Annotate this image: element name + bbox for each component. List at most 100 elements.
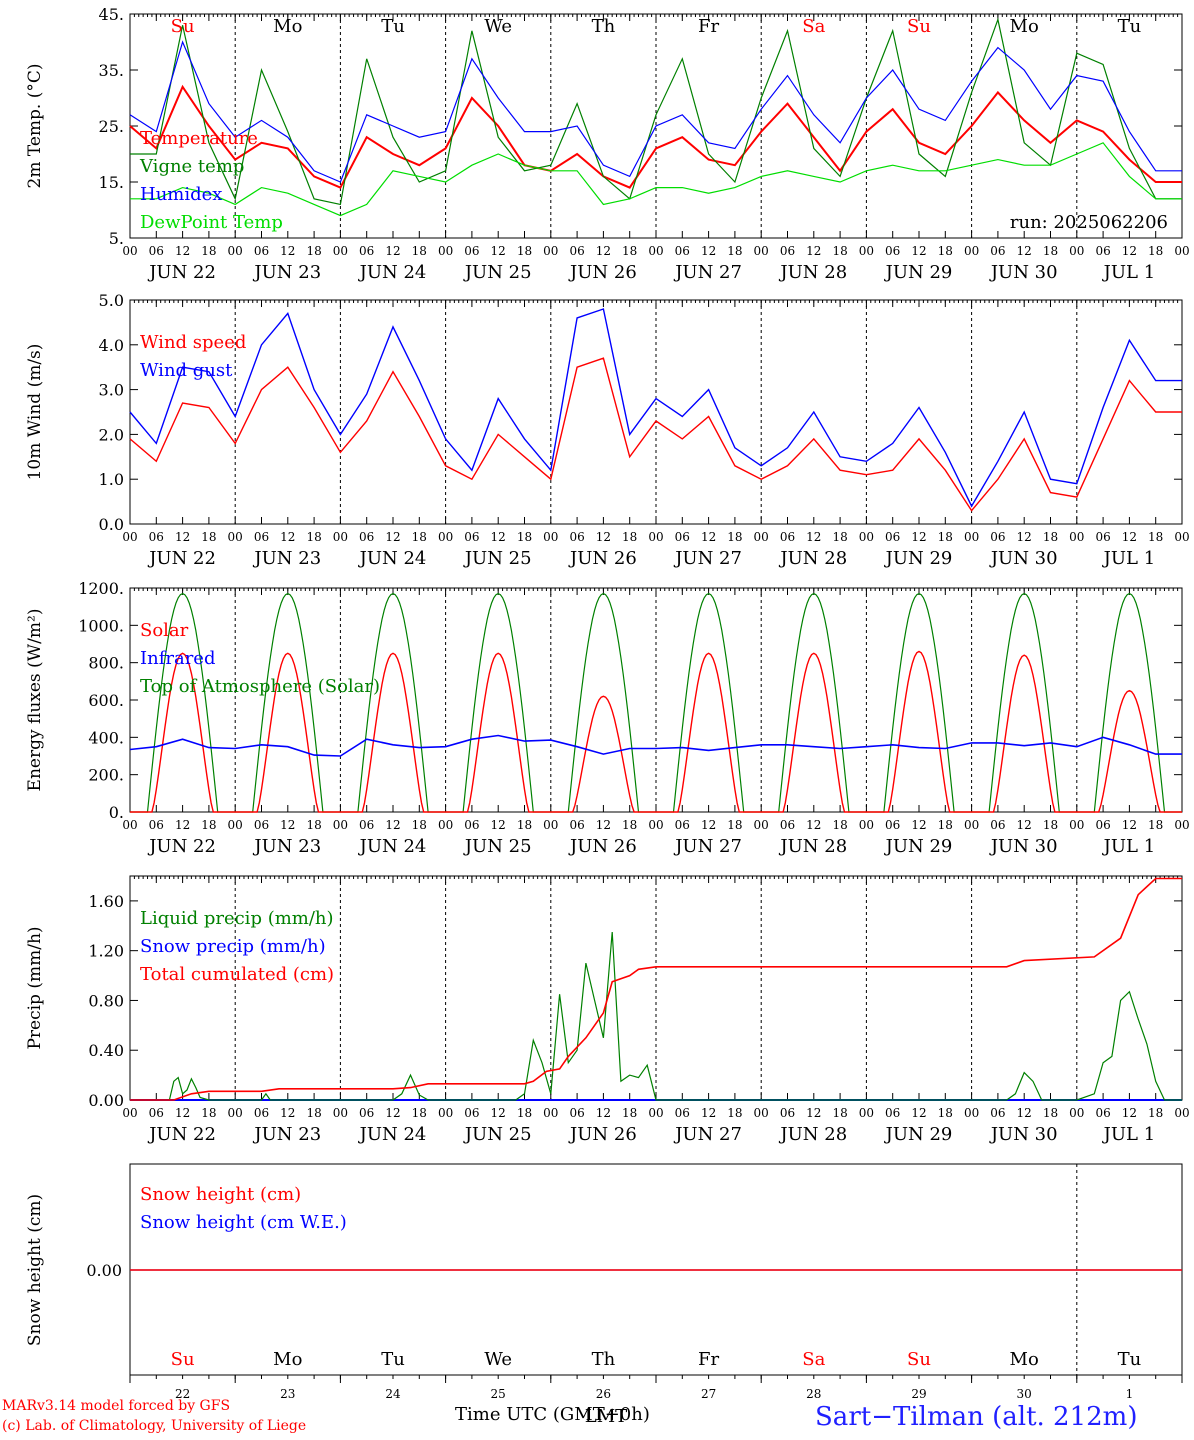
hour-tick-label: 18 [727,244,742,258]
hour-tick-label: 06 [885,818,900,832]
weekday-label: Mo [273,16,302,37]
date-label: JUN 30 [989,548,1058,569]
legend-entry: Liquid precip (mm/h) [140,908,334,929]
series-line-humidex [129,40,1182,183]
hour-tick-label: 00 [1174,818,1189,832]
y-tick-label: 0.00 [86,1261,122,1280]
weekday-label: Tu [1118,16,1142,37]
day-number-label: 28 [806,1387,821,1401]
hour-tick-label: 00 [228,1106,243,1120]
hour-tick-label: 06 [254,244,269,258]
date-label: JUN 25 [463,836,532,857]
hour-tick-label: 18 [832,818,847,832]
hour-tick-label: 00 [648,1106,663,1120]
y-tick-label: 5. [109,229,124,248]
day-number-label: 27 [701,1387,716,1401]
hour-tick-label: 18 [1043,244,1058,258]
hour-tick-label: 06 [1095,818,1110,832]
hour-tick-label: 12 [806,1106,821,1120]
weekday-label: Sa [802,16,825,37]
hour-tick-label: 00 [648,530,663,544]
date-label: JUN 22 [147,548,216,569]
series-line-solar [130,650,1182,813]
hour-tick-label: 00 [438,530,453,544]
hour-tick-label: 18 [727,1106,742,1120]
day-number-label: 25 [491,1387,506,1401]
date-label: JUN 29 [884,548,953,569]
hour-tick-label: 00 [333,244,348,258]
date-label: JUN 26 [568,262,637,283]
hour-tick-label: 18 [1148,1106,1163,1120]
hour-tick-label: 18 [832,244,847,258]
hour-tick-label: 18 [412,244,427,258]
hour-tick-label: 06 [990,530,1005,544]
legend-entry: Snow precip (mm/h) [140,936,326,957]
hour-tick-label: 06 [885,1106,900,1120]
y-tick-label: 1.0 [99,470,124,489]
hour-tick-label: 06 [990,818,1005,832]
hour-tick-label: 18 [412,1106,427,1120]
hour-tick-label: 06 [149,244,164,258]
credit-line-2: (c) Lab. of Climatology, University of L… [2,1418,307,1434]
y-tick-label: 25. [99,117,124,136]
location-label: Sart−Tilman (alt. 212m) [815,1402,1138,1432]
date-label: JUN 28 [778,836,847,857]
hour-tick-label: 18 [201,530,216,544]
hour-tick-label: 12 [596,244,611,258]
legend-entry: Snow height (cm W.E.) [140,1212,347,1233]
hour-tick-label: 18 [727,818,742,832]
hour-tick-label: 12 [701,818,716,832]
weekday-label: We [484,1349,512,1370]
legend-entry: Vigne temp [139,156,244,177]
hour-tick-label: 00 [543,530,558,544]
legend-entry: Total cumulated (cm) [140,964,334,985]
hour-tick-label: 06 [149,1106,164,1120]
hour-tick-label: 00 [859,530,874,544]
hour-tick-label: 00 [859,1106,874,1120]
hour-tick-label: 12 [911,244,926,258]
series-line-wind-gust [129,308,1182,508]
hour-tick-label: 00 [122,818,137,832]
date-label: JUN 29 [884,1124,953,1145]
series-line-infrared [129,734,1182,757]
date-label: JUN 23 [252,836,321,857]
date-label: JUN 22 [147,1124,216,1145]
date-label: JUN 23 [252,1124,321,1145]
date-label: JUN 28 [778,548,847,569]
weekday-label: Mo [273,1349,302,1370]
y-tick-label: 200. [88,766,124,785]
hour-tick-label: 00 [859,244,874,258]
hour-tick-label: 18 [1043,1106,1058,1120]
y-tick-label: 35. [99,61,124,80]
day-number-label: 23 [280,1387,295,1401]
hour-tick-label: 00 [964,1106,979,1120]
hour-tick-label: 18 [622,1106,637,1120]
date-label: JUN 24 [358,262,427,283]
hour-tick-label: 12 [175,244,190,258]
series-line-liquid-precip [130,931,1182,1101]
hour-tick-label: 00 [438,244,453,258]
day-number-label: 24 [385,1387,401,1401]
hour-tick-label: 00 [543,244,558,258]
date-label: JUN 26 [568,1124,637,1145]
weekday-label: Tu [1118,1349,1142,1370]
hour-tick-label: 06 [254,1106,269,1120]
weekday-label: We [484,16,512,37]
y-tick-label: 1.60 [88,892,124,911]
hour-tick-label: 00 [754,244,769,258]
hour-tick-label: 12 [596,530,611,544]
hour-tick-label: 12 [1017,530,1032,544]
hour-tick-label: 12 [280,244,295,258]
hour-tick-label: 00 [964,244,979,258]
hour-tick-label: 00 [859,818,874,832]
day-number-label: 30 [1017,1387,1032,1401]
hour-tick-label: 18 [201,244,216,258]
weekday-label: Th [592,1349,616,1370]
hour-tick-label: 18 [832,1106,847,1120]
hour-tick-label: 12 [596,818,611,832]
hour-tick-label: 18 [201,1106,216,1120]
date-label: JUN 28 [778,262,847,283]
y-tick-label: 400. [88,728,124,747]
series-line-total-cumulated [130,877,1182,1101]
hour-tick-label: 00 [964,818,979,832]
